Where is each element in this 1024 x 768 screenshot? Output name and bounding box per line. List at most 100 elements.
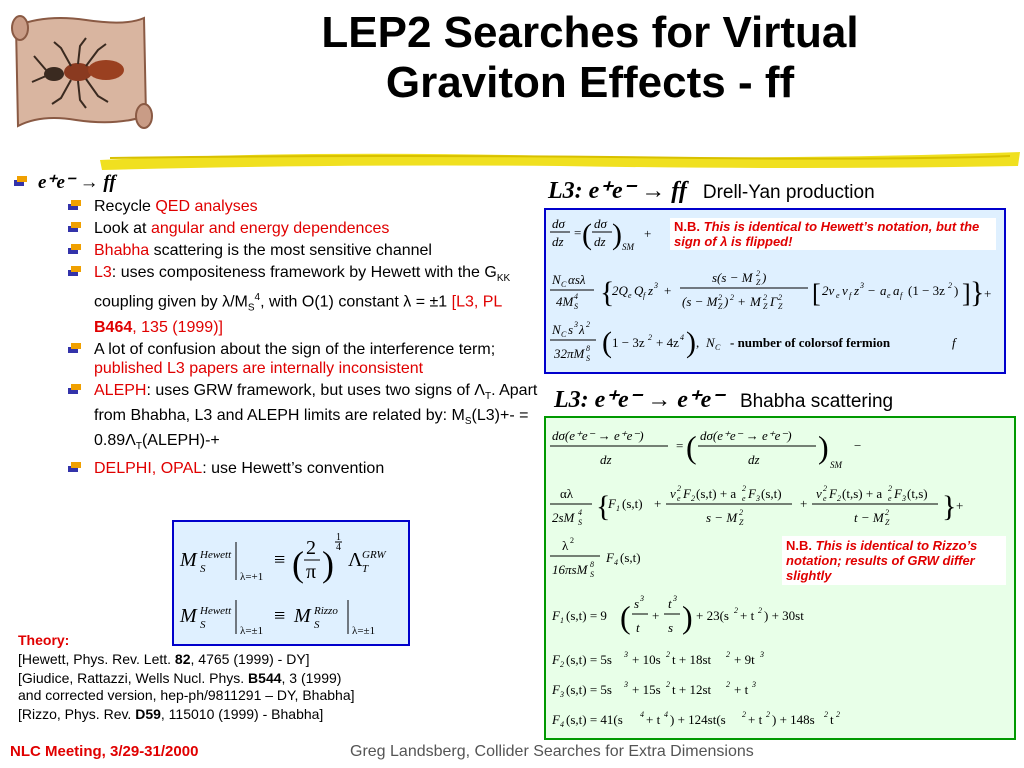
svg-text:+: + xyxy=(664,283,671,298)
svg-text:F: F xyxy=(551,652,561,667)
svg-text:f: f xyxy=(849,291,853,300)
ref-volume: D59 xyxy=(135,706,161,722)
svg-text:F: F xyxy=(551,608,561,623)
svg-text:t: t xyxy=(668,596,672,611)
bullet-text: coupling given by λ/M xyxy=(94,293,248,311)
svg-text:(: ( xyxy=(686,429,697,465)
svg-text:): ) xyxy=(761,270,766,285)
svg-text:): ) xyxy=(818,429,829,465)
bullet-main: e⁺e⁻ → ff xyxy=(14,173,539,193)
svg-text:(s,t) = 5s: (s,t) = 5s xyxy=(566,652,612,667)
svg-text:3: 3 xyxy=(639,594,644,603)
bullet-item: DELPHI, OPAL: use Hewett’s convention xyxy=(14,459,539,478)
svg-text:t: t xyxy=(636,620,640,635)
svg-text:(s,t) = 5s: (s,t) = 5s xyxy=(566,682,612,697)
svg-text:F: F xyxy=(551,712,561,727)
bullet-text: Recycle xyxy=(94,198,156,215)
svg-text:t: t xyxy=(830,712,834,727)
svg-text:e: e xyxy=(887,291,891,300)
svg-text:+ 4z: + 4z xyxy=(656,335,679,350)
svg-text:e: e xyxy=(888,494,892,503)
bullet-text: : uses compositeness framework by Hewett… xyxy=(111,264,497,281)
svg-text:a: a xyxy=(893,283,900,298)
references: Theory: [Hewett, Phys. Rev. Lett. 82, 47… xyxy=(18,632,538,725)
svg-text:C: C xyxy=(561,330,567,339)
svg-text:−: − xyxy=(868,283,875,298)
svg-text:}: } xyxy=(942,490,956,523)
svg-text:2: 2 xyxy=(739,508,743,517)
svg-text:S: S xyxy=(200,563,206,575)
svg-text:F: F xyxy=(747,486,757,501)
bhabha-equation-box: dσ(e⁺e⁻ → e⁺e⁻) dz = ( dσ(e⁺e⁻ → e⁺e⁻) d… xyxy=(544,416,1016,740)
svg-text:dσ(e⁺e⁻ → e⁺e⁻): dσ(e⁺e⁻ → e⁺e⁻) xyxy=(700,428,792,443)
svg-text:C: C xyxy=(715,343,721,352)
svg-text:4: 4 xyxy=(574,292,578,301)
svg-text:+ t: + t xyxy=(748,712,763,727)
svg-text:Z: Z xyxy=(718,302,723,311)
svg-text:2: 2 xyxy=(824,710,828,719)
bullet-highlight: angular and energy dependences xyxy=(150,220,390,237)
svg-text:) + 148s: ) + 148s xyxy=(772,712,815,727)
svg-text:3: 3 xyxy=(755,494,760,503)
svg-text:S: S xyxy=(586,354,590,363)
svg-text:S: S xyxy=(578,518,582,527)
note-label: N.B. xyxy=(786,538,812,553)
svg-text:): ) xyxy=(682,599,693,635)
title-line-2: Graviton Effects - ff xyxy=(385,58,795,107)
svg-text:(s,t): (s,t) xyxy=(761,486,782,501)
svg-text:,: , xyxy=(696,335,699,350)
svg-text:+ t: + t xyxy=(734,682,749,697)
svg-text:+: + xyxy=(652,608,659,623)
svg-text:) + 30st: ) + 30st xyxy=(764,608,804,623)
svg-text:3: 3 xyxy=(623,680,628,689)
svg-text:Rizzo: Rizzo xyxy=(313,605,338,617)
svg-text:N: N xyxy=(551,272,562,287)
svg-text:M: M xyxy=(179,549,198,571)
svg-text:Z: Z xyxy=(778,302,783,311)
svg-text:2: 2 xyxy=(718,293,722,302)
svg-text:(: ( xyxy=(620,599,631,635)
reference-text: , 135 (1999)] xyxy=(132,318,223,336)
svg-text:Λ: Λ xyxy=(348,549,363,571)
notation-relation-box: M Hewett S λ=+1 ≡ ( 2 π ) 1 4 Λ GRW T M … xyxy=(172,520,410,646)
svg-text:Z: Z xyxy=(756,278,761,287)
bullet-text: : use Hewett’s convention xyxy=(202,460,385,478)
svg-text:(t,s) + a: (t,s) + a xyxy=(842,486,882,501)
svg-text:F: F xyxy=(828,486,838,501)
svg-text:2Q: 2Q xyxy=(612,283,629,298)
svg-text:3: 3 xyxy=(653,281,658,290)
svg-text:f: f xyxy=(643,291,647,300)
svg-text:s: s xyxy=(568,322,573,337)
title-line-1: LEP2 Searches for Virtual xyxy=(321,8,859,57)
svg-text:3: 3 xyxy=(672,594,677,603)
reference-text: [L3, PL xyxy=(451,293,502,311)
svg-text:λ: λ xyxy=(562,538,569,553)
svg-text:4: 4 xyxy=(560,720,564,729)
svg-text:v: v xyxy=(670,486,676,501)
subscript: T xyxy=(484,390,492,402)
l3-ff-heading: L3: e⁺e⁻ → ff Drell-Yan production xyxy=(548,176,1018,205)
subscript: S xyxy=(247,302,255,314)
svg-text:(t,s): (t,s) xyxy=(907,486,928,501)
bullet-item: A lot of confusion about the sign of the… xyxy=(14,340,539,378)
ref-text: and corrected version, hep-ph/9811291 – … xyxy=(18,687,355,703)
ref-volume: 82 xyxy=(174,651,191,667)
svg-text:1 − 3z: 1 − 3z xyxy=(612,335,645,350)
svg-text:4: 4 xyxy=(680,333,684,342)
svg-text:2: 2 xyxy=(560,660,564,669)
notation-relation-equation: M Hewett S λ=+1 ≡ ( 2 π ) 1 4 Λ GRW T M … xyxy=(179,532,386,637)
bullet-highlight: published L3 papers are internally incon… xyxy=(94,359,424,377)
svg-text:s(s − M: s(s − M xyxy=(712,270,754,285)
svg-text:λ=±1: λ=±1 xyxy=(240,625,263,637)
svg-text:+ 15s: + 15s xyxy=(632,682,661,697)
svg-text:=: = xyxy=(676,438,683,453)
svg-text:2: 2 xyxy=(677,484,681,493)
bullet-main-text: e⁺e⁻ → ff xyxy=(38,172,116,193)
svg-text:2: 2 xyxy=(837,494,841,503)
slide-title: LEP2 Searches for Virtual Graviton Effec… xyxy=(170,8,1010,108)
svg-text:): ) xyxy=(322,544,334,584)
svg-text:=: = xyxy=(574,225,581,240)
svg-text:(s,t) = 9: (s,t) = 9 xyxy=(566,608,607,623)
svg-text:C: C xyxy=(561,280,567,289)
